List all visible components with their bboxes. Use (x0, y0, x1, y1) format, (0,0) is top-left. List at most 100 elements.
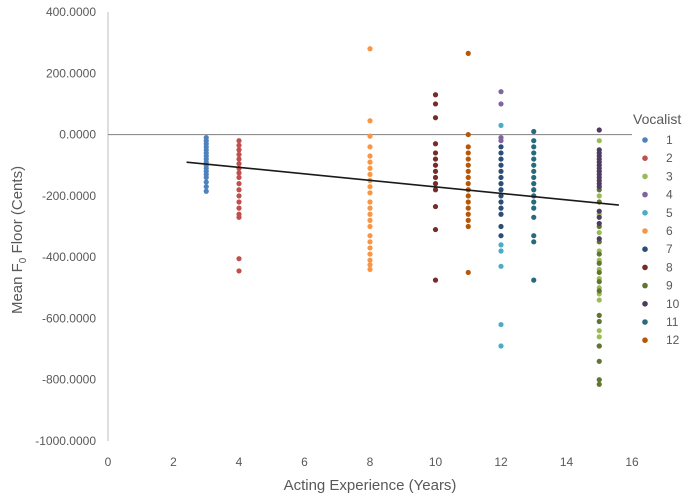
legend-label-6: 6 (666, 224, 673, 238)
legend-label-5: 5 (666, 206, 673, 220)
y-axis-title-rest: Floor (Cents) (9, 166, 26, 258)
data-point (367, 217, 373, 223)
data-point (236, 268, 242, 274)
data-point (531, 214, 537, 220)
data-point (498, 321, 504, 328)
data-point (465, 217, 471, 223)
series-5 (498, 122, 504, 349)
x-tick-label: 6 (301, 455, 308, 469)
x-tick-label: 0 (105, 455, 112, 469)
data-point (203, 188, 209, 194)
data-point (367, 266, 373, 272)
series-2 (236, 138, 242, 274)
data-point (596, 127, 602, 133)
data-point (367, 184, 373, 190)
data-point (498, 150, 504, 156)
legend-marker-8 (642, 264, 648, 271)
data-point (367, 190, 373, 196)
y-tick-label: 0.0000 (59, 128, 96, 142)
data-point (498, 193, 504, 199)
series-11 (531, 128, 537, 283)
legend-label-12: 12 (666, 333, 680, 347)
data-point (465, 211, 471, 217)
data-point (236, 170, 242, 176)
data-point (465, 168, 471, 174)
data-point (432, 277, 439, 283)
data-point (367, 233, 373, 239)
legend-label-7: 7 (666, 242, 673, 256)
data-point (367, 199, 373, 205)
y-tick-label: -600.0000 (42, 311, 96, 325)
data-point (367, 159, 373, 165)
data-point (498, 174, 504, 181)
data-point (531, 138, 537, 144)
data-point (498, 138, 504, 144)
data-point (498, 187, 504, 193)
data-point (236, 142, 242, 148)
data-point (465, 205, 471, 211)
data-point (236, 205, 242, 211)
data-point (236, 161, 242, 167)
data-point (498, 242, 504, 248)
data-point (531, 199, 537, 205)
data-point (498, 223, 504, 230)
data-point (465, 223, 471, 230)
data-point (498, 156, 504, 162)
data-point (596, 251, 602, 257)
legend-marker-1 (642, 137, 648, 143)
data-point (498, 263, 504, 269)
data-point (236, 256, 242, 262)
data-point (432, 156, 439, 162)
data-point (367, 257, 373, 263)
y-axis-title-main: Mean F (9, 263, 26, 314)
series-4 (498, 89, 504, 144)
data-point (596, 214, 602, 220)
data-point (596, 260, 602, 266)
data-point (531, 144, 537, 150)
data-point (236, 147, 242, 153)
data-point (367, 153, 373, 159)
legend-label-10: 10 (666, 297, 680, 311)
data-point (498, 101, 504, 107)
series-10 (596, 127, 602, 242)
x-tick-label: 12 (494, 455, 508, 469)
data-point (596, 193, 602, 199)
x-tick-label: 2 (170, 455, 177, 469)
data-point (498, 162, 504, 168)
data-point (596, 220, 602, 227)
data-point (432, 150, 439, 156)
data-point (465, 150, 471, 156)
legend-title: Vocalist (633, 111, 681, 127)
legend-marker-10 (642, 301, 648, 307)
data-point (531, 181, 537, 187)
legend-label-3: 3 (666, 169, 673, 183)
data-point (367, 239, 373, 245)
x-tick-label: 14 (560, 455, 574, 469)
data-point (236, 138, 242, 144)
legend-marker-3 (642, 173, 648, 180)
data-point (367, 211, 373, 217)
legend-marker-4 (642, 191, 648, 198)
x-tick-label: 16 (625, 455, 639, 469)
data-point (596, 184, 602, 190)
data-point (367, 144, 373, 150)
y-tick-label: -800.0000 (42, 373, 96, 387)
data-point (432, 141, 439, 147)
data-point (596, 208, 602, 214)
data-point (432, 168, 439, 174)
data-point (367, 245, 373, 251)
data-point (498, 89, 504, 95)
data-point (432, 92, 439, 98)
data-point (531, 205, 537, 211)
data-point (596, 358, 602, 364)
legend-marker-5 (642, 210, 648, 216)
data-point (531, 156, 537, 162)
data-point (498, 122, 504, 128)
data-point (432, 115, 439, 121)
data-point (531, 233, 537, 239)
data-point (596, 297, 602, 303)
data-point (596, 279, 602, 285)
trendline (186, 161, 619, 206)
